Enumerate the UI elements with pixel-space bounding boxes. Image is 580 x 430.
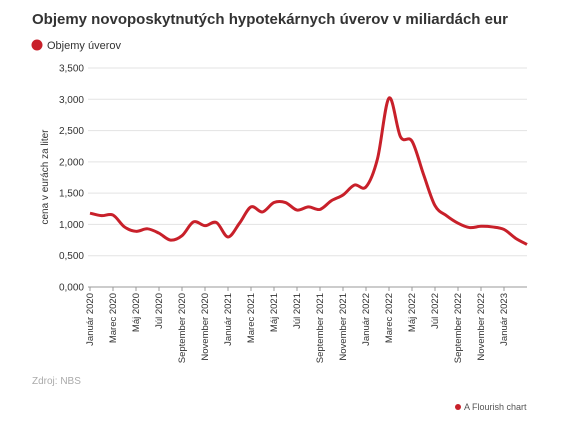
x-tick-label: Január 2020 <box>85 293 96 346</box>
y-tick-label: 1,000 <box>59 220 84 231</box>
x-tick-label: November 2021 <box>338 293 349 361</box>
x-tick-label: Júl 2020 <box>154 293 165 329</box>
x-tick-label: Marec 2022 <box>384 293 395 343</box>
x-tick-label: Január 2022 <box>361 293 372 346</box>
x-tick-label: Marec 2020 <box>108 293 119 343</box>
x-tick-label: Január 2021 <box>223 293 234 346</box>
chart-title: Objemy novoposkytnutých hypotekárnych úv… <box>32 11 508 28</box>
source: Zdroj: NBS <box>32 376 81 387</box>
y-tick-label: 0,500 <box>59 251 84 262</box>
x-tick-label: September 2020 <box>177 293 188 363</box>
x-tick-label: November 2022 <box>476 293 487 361</box>
x-tick-label: September 2021 <box>315 293 326 363</box>
legend-label: Objemy úverov <box>47 40 121 52</box>
y-tick-label: 3,000 <box>59 95 84 106</box>
credit: A Flourish chart <box>464 402 527 412</box>
x-tick-label: Marec 2021 <box>246 293 257 343</box>
x-tick-label: November 2020 <box>200 293 211 361</box>
y-tick-label: 2,000 <box>59 157 84 168</box>
y-tick-label: 1,500 <box>59 189 84 200</box>
credit-icon <box>455 404 461 410</box>
y-tick-label: 2,500 <box>59 126 84 137</box>
x-tick-label: Máj 2020 <box>131 293 142 332</box>
x-tick-label: Júl 2022 <box>430 293 441 329</box>
legend-swatch <box>31 39 43 51</box>
line <box>89 96 528 246</box>
y-tick-label: 0,000 <box>59 283 84 294</box>
y-tick-label: 3,500 <box>59 64 84 75</box>
x-tick-label: September 2022 <box>453 293 464 363</box>
x-tick-label: Január 2023 <box>499 293 510 346</box>
x-tick-label: Júl 2021 <box>292 293 303 329</box>
y-axis-label: cena v eurách za liter <box>40 129 51 225</box>
x-tick-label: Máj 2021 <box>269 293 280 332</box>
x-tick-label: Máj 2022 <box>407 293 418 332</box>
